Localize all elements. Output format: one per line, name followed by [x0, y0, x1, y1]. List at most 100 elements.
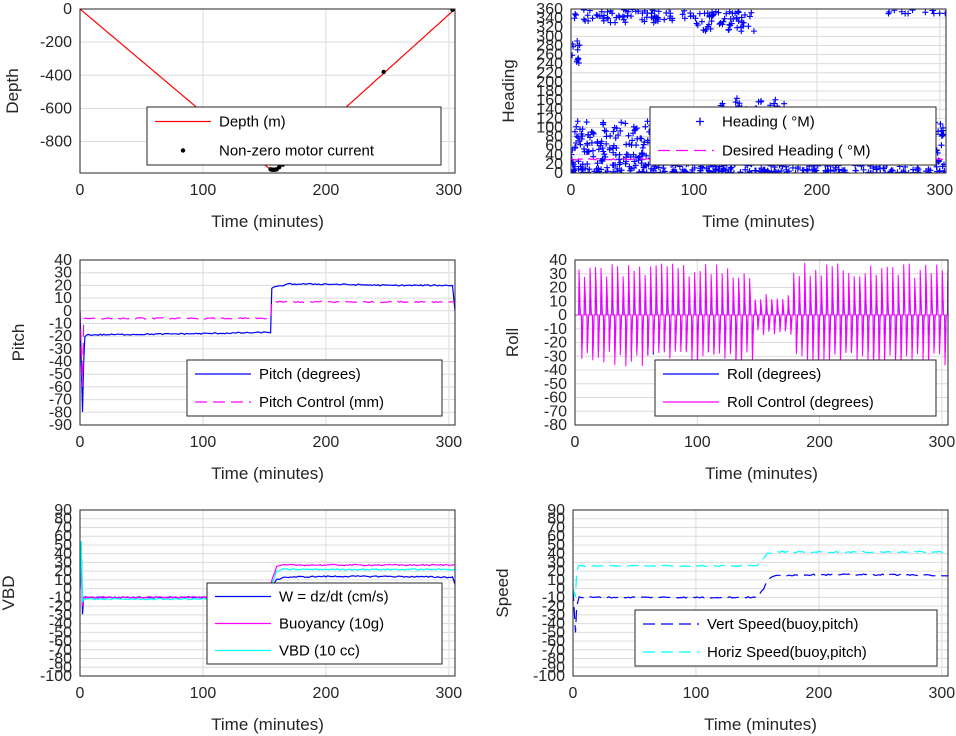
heading-series-0-point — [639, 144, 646, 151]
roll-ytick-label: -30 — [544, 348, 567, 365]
heading-series-0-point — [681, 9, 688, 14]
heading-series-0-point — [600, 148, 607, 155]
heading-series-0-point — [939, 163, 946, 170]
heading-series-0-point — [679, 166, 686, 173]
pitch-ytick-label: -20 — [49, 328, 72, 345]
heading-series-0-point — [612, 135, 619, 142]
heading-series-0-point — [825, 168, 832, 173]
heading-axes-frame — [570, 8, 947, 174]
heading-series-0-point — [800, 167, 807, 173]
heading-series-0-point — [724, 169, 731, 173]
pitch-ytick-label: -30 — [49, 341, 72, 358]
heading-ytick-label: 360 — [536, 1, 563, 18]
heading-series-0-point — [940, 131, 946, 138]
heading-series-0-point — [595, 165, 602, 172]
heading-series-0-point — [716, 21, 723, 28]
depth-ytick-label: -600 — [40, 100, 72, 117]
pitch-ytick-label: 40 — [54, 252, 72, 269]
heading-series-0-point — [630, 123, 637, 130]
heading-series-0-point — [620, 16, 627, 23]
heading-xtick-label: 0 — [567, 182, 576, 199]
heading-series-0-point — [730, 15, 737, 22]
roll-legend-box — [654, 359, 937, 417]
speed-ytick-label: -90 — [542, 659, 565, 676]
pitch-ytick-label: 30 — [54, 265, 72, 282]
vbd-xtick-label: 200 — [313, 685, 340, 702]
heading-series-0-point — [573, 58, 580, 65]
depth-ytick-label: 0 — [63, 1, 72, 18]
heading-series-0-point — [595, 146, 602, 153]
pitch-xtick-label: 0 — [76, 434, 85, 451]
heading-series-0-point — [609, 10, 616, 17]
depth-ytick-label: -400 — [40, 67, 72, 84]
vbd-chart: 0 100 200 3009080706050403020100-10-20-30-4… — [0, 502, 462, 734]
heading-series-0-point — [576, 42, 583, 49]
heading-series-0-point — [726, 26, 733, 33]
heading-series-0-point — [938, 142, 945, 149]
roll-ytick-label: -70 — [544, 403, 567, 420]
heading-series-0-point — [688, 169, 695, 173]
heading-chart: 0 100 200 300020406080100120140160180200220… — [499, 1, 953, 231]
heading-series-0-point — [573, 133, 580, 140]
heading-series-0-point — [613, 14, 620, 21]
heading-ytick-label: 160 — [536, 92, 563, 109]
heading-series-0-point — [929, 9, 936, 14]
heading-series-0-point — [599, 157, 606, 164]
heading-series-0-point — [737, 169, 744, 173]
vbd-ytick-label: 70 — [54, 519, 72, 536]
heading-series-0-point — [708, 18, 715, 25]
heading-series-0-point — [781, 100, 788, 107]
heading-series-0-point — [601, 151, 608, 158]
speed-ytick-label: 10 — [547, 572, 565, 589]
heading-series-0-point — [629, 137, 636, 144]
heading-series-0-point — [638, 150, 645, 157]
pitch-xlabel: Time (minutes) — [211, 464, 324, 483]
heading-series-0-point — [598, 9, 605, 15]
heading-ytick-label: 20 — [545, 156, 563, 173]
pitch-ytick-label: -50 — [49, 366, 72, 383]
heading-series-0-point — [607, 132, 614, 139]
speed-ytick-label: 70 — [547, 519, 565, 536]
heading-series-0-point — [719, 100, 726, 107]
heading-series-0-point — [914, 164, 921, 171]
speed-legend-label: Horiz Speed(buoy,pitch) — [707, 644, 867, 661]
roll-ytick-label: -50 — [544, 376, 567, 393]
roll-ylabel: Roll — [503, 328, 522, 357]
speed-series-0-line — [573, 573, 948, 633]
heading-series-0-point — [603, 128, 610, 135]
pitch-legend-label: Pitch Control (mm) — [259, 394, 384, 411]
vbd-xlabel: Time (minutes) — [211, 715, 324, 734]
heading-series-0-point — [650, 167, 657, 173]
roll-legend-label: Roll (degrees) — [727, 366, 821, 383]
heading-series-0-point — [585, 148, 592, 155]
heading-series-0-point — [630, 130, 637, 137]
heading-series-0-point — [590, 130, 597, 137]
depth-series-1-point — [276, 165, 282, 170]
heading-series-0-point — [613, 125, 620, 132]
heading-ytick-label: 120 — [536, 110, 563, 127]
heading-series-0-point — [600, 15, 607, 22]
heading-series-0-point — [575, 55, 582, 62]
heading-series-0-point — [589, 129, 596, 136]
heading-series-0-point — [620, 9, 627, 13]
heading-ytick-label: 40 — [545, 147, 563, 164]
heading-ytick-label: 140 — [536, 101, 563, 118]
heading-series-0-point — [783, 168, 790, 173]
heading-series-0-point — [740, 19, 747, 26]
heading-series-0-point — [594, 169, 601, 173]
heading-series-0-point — [588, 139, 595, 146]
heading-series-0-point — [580, 9, 587, 13]
heading-series-0-point — [670, 169, 677, 173]
heading-series-0-point — [741, 11, 748, 18]
pitch-ytick-label: 10 — [54, 290, 72, 307]
heading-series-0-point — [720, 18, 727, 25]
heading-series-0-point — [594, 138, 601, 145]
heading-series-0-point — [574, 118, 581, 125]
heading-series-0-point — [710, 11, 717, 18]
heading-series-0-point — [666, 15, 673, 22]
vbd-ytick-label: 90 — [54, 502, 72, 519]
roll-chart: 0 100 200 300403020100-10-20-30-40-50-60-70… — [503, 252, 955, 483]
heading-series-0-point — [718, 168, 725, 173]
vbd-ytick-label: -40 — [49, 616, 72, 633]
heading-series-0-point — [694, 22, 701, 29]
